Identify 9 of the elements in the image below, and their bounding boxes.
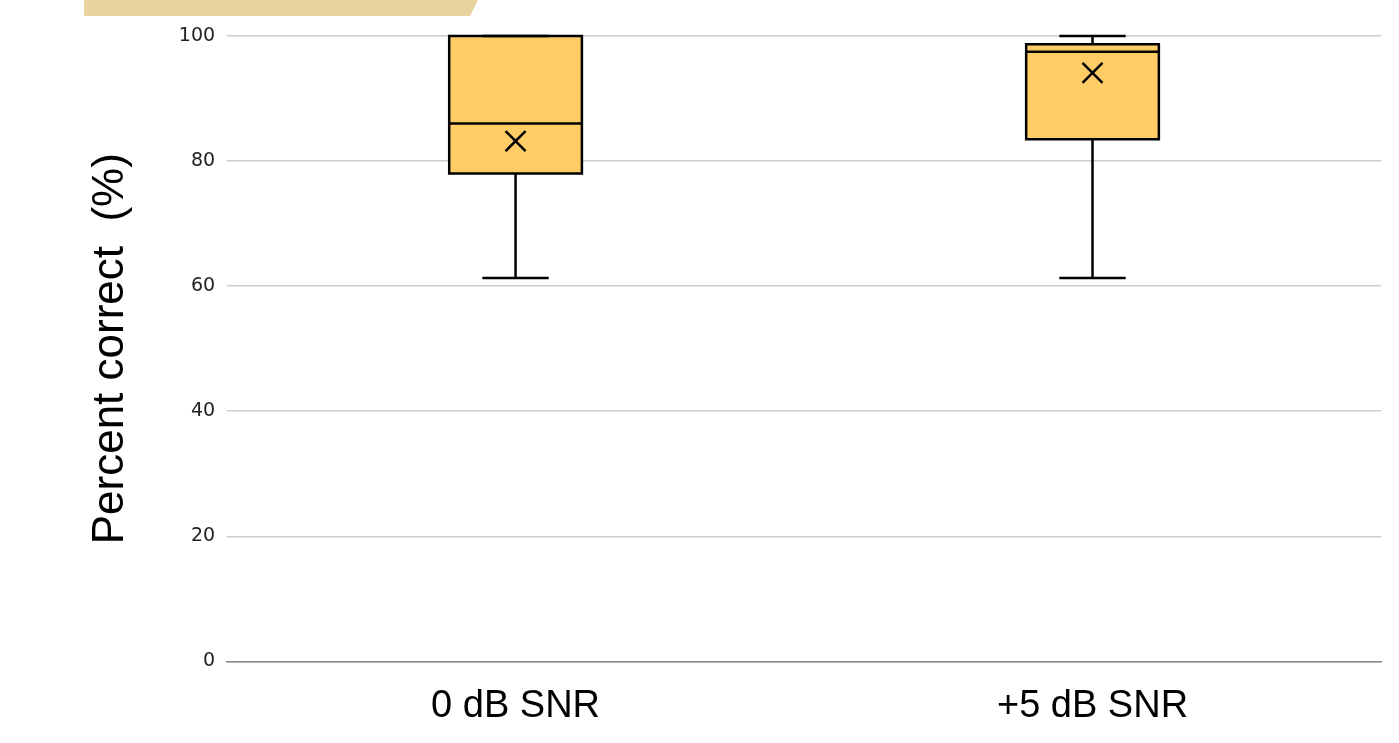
y-tick-label: 100: [178, 22, 216, 45]
y-tick-label: 80: [190, 148, 216, 171]
y-tick-label: 40: [190, 398, 216, 421]
y-tick-label: 0: [202, 648, 216, 671]
x-tick-label: 0 dB SNR: [431, 682, 601, 725]
y-axis-title: Percent correct (%): [82, 153, 132, 545]
x-tick-label: +5 dB SNR: [996, 682, 1189, 725]
y-tick-label: 20: [190, 523, 216, 546]
y-tick-label: 60: [190, 273, 216, 296]
